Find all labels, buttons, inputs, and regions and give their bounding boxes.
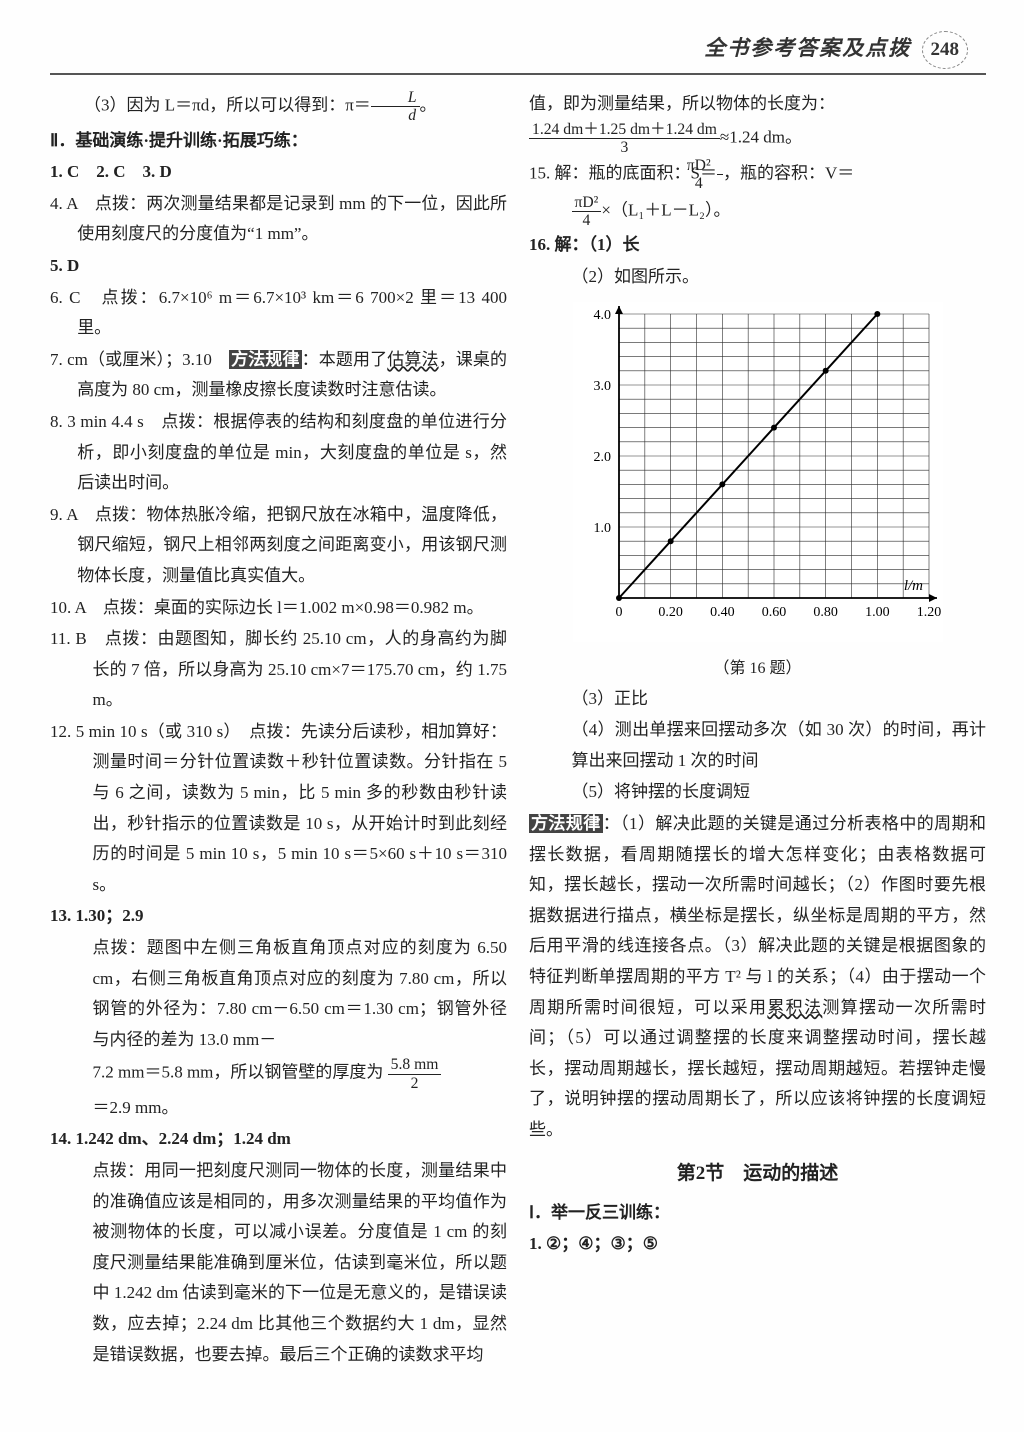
svg-text:0: 0 [615, 605, 622, 620]
text: ：本题用了 [302, 350, 388, 369]
sec2-answer-1: 1. ②；④；③；⑤ [529, 1229, 986, 1260]
svg-text:1.0: 1.0 [593, 521, 611, 536]
answer-16-5: （5）将钟摆的长度调短 [529, 777, 986, 808]
answer-6: 6. C 点拨：6.7×10⁶ m＝6.7×10³ km＝6 700×2 里＝1… [50, 283, 507, 344]
underlined: 累积法 [767, 998, 822, 1017]
answer-15b: πD²4×（L₁＋L－L₂）。 [529, 194, 986, 229]
left-column: （3）因为 L＝πd，所以可以得到：π＝Ld。 Ⅱ．基础演练·提升训练·拓展巧练… [50, 89, 507, 1371]
answer-1-3: 1. C 2. C 3. D [50, 157, 507, 188]
section-i-label: Ⅰ．举一反三训练： [529, 1198, 986, 1229]
answer-9: 9. A 点拨：物体热胀冷缩，把钢尺放在冰箱中，温度降低，钢尺缩短，钢尺上相邻两… [50, 500, 507, 592]
svg-text:T²/s²: T²/s² [645, 302, 673, 304]
text: ，瓶的容积：V＝ [723, 164, 854, 183]
answer-13-explain-a: 点拨：题图中左侧三角板直角顶点对应的刻度为 6.50 cm，右侧三角板直角顶点对… [50, 933, 507, 1055]
answer-4: 4. A 点拨：两次测量结果都是记录到 mm 的下一位，因此所使用刻度尺的分度值… [50, 189, 507, 250]
answer-13-explain-b: 7.2 mm＝5.8 mm，所以钢管壁的厚度为 5.8 mm2 [50, 1056, 507, 1091]
item-3: （3）因为 L＝πd，所以可以得到：π＝Ld。 [50, 89, 507, 124]
answer-13-explain-c: ＝2.9 mm。 [50, 1093, 507, 1124]
svg-text:4.0: 4.0 [593, 308, 611, 323]
text: ×（L₁＋L－L₂）。 [601, 200, 730, 219]
svg-text:0.20: 0.20 [658, 605, 683, 620]
text: ：（1）解决此题的关键是通过分析表格中的周期和摆长数据，看周期随摆长的增大怎样变… [529, 814, 986, 1017]
svg-text:1.00: 1.00 [865, 605, 890, 620]
page-number: 248 [922, 31, 969, 69]
text: 测算摆动一次所需时间；（5）可以通过调整摆的长度来调整摆动时间，摆长越长，摆动周… [529, 998, 986, 1139]
svg-text:1.20: 1.20 [916, 605, 941, 620]
text: 。 [420, 96, 437, 115]
cont-14-frac: 1.24 dm＋1.25 dm＋1.24 dm3≈1.24 dm。 [529, 121, 986, 156]
answer-10: 10. A 点拨：桌面的实际边长 l＝1.002 m×0.98＝0.982 m。 [50, 593, 507, 624]
answer-12: 12. 5 min 10 s（或 310 s） 点拨：先读分后读秒，相加算好：测… [50, 717, 507, 901]
right-column: 值，即为测量结果，所以物体的长度为： 1.24 dm＋1.25 dm＋1.24 … [529, 89, 986, 1371]
text: 7. cm（或厘米）；3.10 [50, 350, 229, 369]
method-block: 方法规律：（1）解决此题的关键是通过分析表格中的周期和摆长数据，看周期随摆长的增… [529, 809, 986, 1146]
method-label: 方法规律 [229, 350, 302, 369]
answer-13: 13. 1.30；2.9 [50, 901, 507, 932]
text: ≈1.24 dm。 [720, 127, 802, 146]
text: 值，即为测量结果，所以物体的长度为： [529, 94, 835, 113]
answer-16-3: （3）正比 [529, 684, 986, 715]
header-rule [50, 73, 986, 75]
answer-14: 14. 1.242 dm、2.24 dm；1.24 dm [50, 1124, 507, 1155]
svg-text:2.0: 2.0 [593, 450, 611, 465]
chart-16: 0 0.20 0.40 0.60 0.80 1.00 1.20 1.0 2.0 3.0 4.0 T²/… [573, 302, 943, 653]
svg-text:0.80: 0.80 [813, 605, 838, 620]
method-label: 方法规律 [529, 814, 603, 833]
section-2-title: 第2节 运动的描述 [529, 1157, 986, 1191]
text: （3）因为 L＝πd，所以可以得到：π＝ [84, 96, 371, 115]
answer-5: 5. D [50, 251, 507, 282]
answer-16-1: 16. 解：（1）长 [529, 230, 986, 261]
svg-text:0.40: 0.40 [710, 605, 735, 620]
answer-14-explain: 点拨：用同一把刻度尺测同一物体的长度，测量结果中的准确值应该是相同的，用多次测量… [50, 1156, 507, 1370]
header-title: 全书参考答案及点拨 [704, 36, 911, 60]
section-ii-label: Ⅱ．基础演练·提升训练·拓展巧练： [50, 126, 507, 157]
answer-7: 7. cm（或厘米）；3.10 方法规律：本题用了估算法，课桌的高度为 80 c… [50, 345, 507, 406]
svg-text:3.0: 3.0 [593, 379, 611, 394]
answer-16-4: （4）测出单摆来回摆动多次（如 30 次）的时间，再计算出来回摆动 1 次的时间 [529, 715, 986, 776]
answer-16-2: （2）如图所示。 [529, 262, 986, 293]
answer-8: 8. 3 min 4.4 s 点拨：根据停表的结构和刻度盘的单位进行分析，即小刻… [50, 407, 507, 499]
chart-caption: （第 16 题） [529, 655, 986, 684]
answer-15: 15. 解：瓶的底面积：S＝πD²4，瓶的容积：V＝ [529, 157, 986, 192]
svg-text:l/m: l/m [903, 578, 922, 594]
line-chart-svg: 0 0.20 0.40 0.60 0.80 1.00 1.20 1.0 2.0 3.0 4.0 T²/… [573, 302, 943, 642]
cont-14: 值，即为测量结果，所以物体的长度为： [529, 89, 986, 120]
answer-11: 11. B 点拨：由题图知，脚长约 25.10 cm，人的身高约为脚长的 7 倍… [50, 624, 507, 716]
text: 7.2 mm＝5.8 mm，所以钢管壁的厚度为 [93, 1063, 384, 1082]
svg-text:0.60: 0.60 [761, 605, 786, 620]
underlined: 估算法 [387, 350, 438, 369]
